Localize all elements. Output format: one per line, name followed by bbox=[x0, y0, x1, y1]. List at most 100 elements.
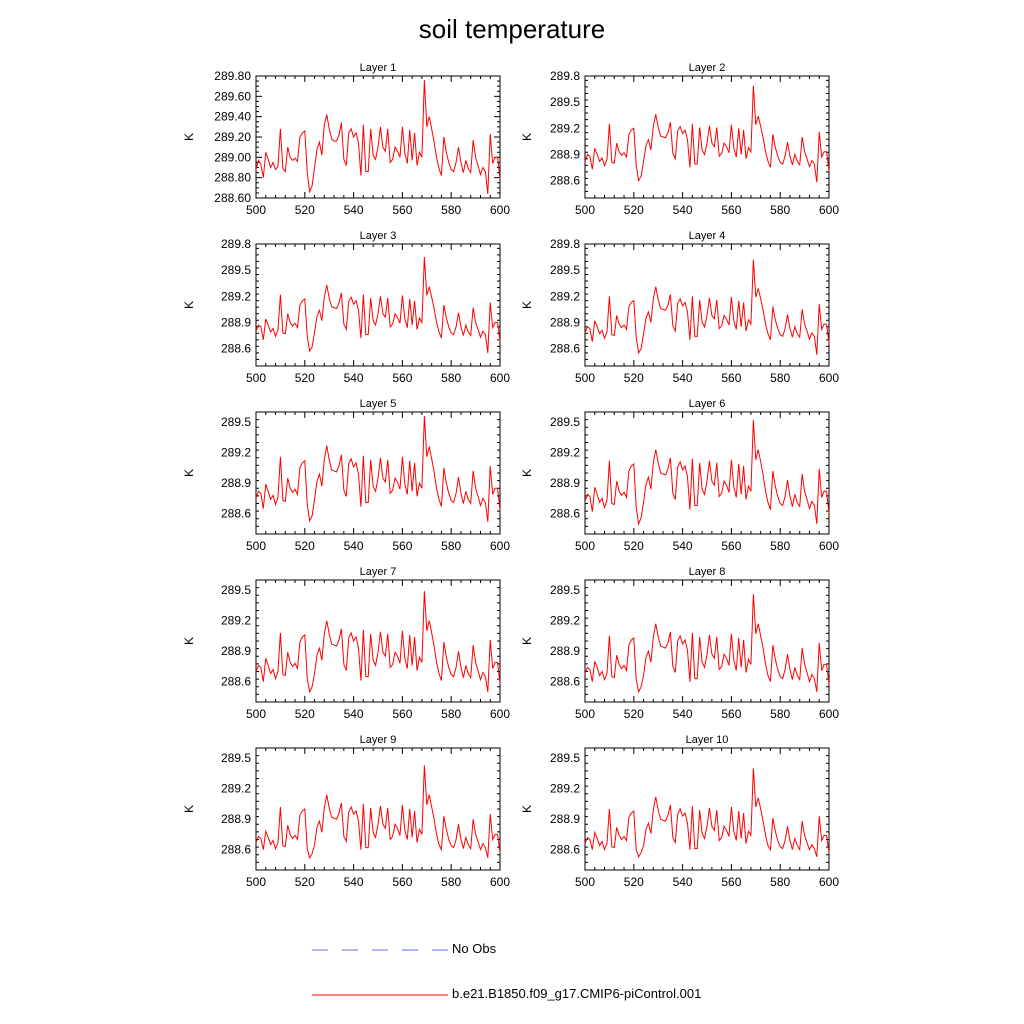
panel-1-y-tick-label: 288.60 bbox=[214, 191, 251, 205]
panel-7-x-tick-label: 560 bbox=[392, 707, 412, 721]
legend-model-label: b.e21.B1850.f09_g17.CMIP6-piControl.001 bbox=[452, 986, 702, 1001]
panel-2-y-tick-label: 288.9 bbox=[550, 147, 580, 161]
panel-10-y-tick-label: 289.5 bbox=[550, 751, 580, 765]
panel-2-frame bbox=[584, 75, 830, 199]
panel-5-y-tick-label: 288.9 bbox=[221, 476, 251, 490]
panel-1-title: Layer 1 bbox=[360, 62, 397, 74]
panel-10-y-tick-label: 289.2 bbox=[550, 782, 580, 796]
panel-1-y-tick-label: 288.80 bbox=[214, 171, 251, 185]
panel-2-title: Layer 2 bbox=[689, 62, 726, 74]
panel-9-y-tick-label: 288.9 bbox=[221, 812, 251, 826]
panel-8-x-tick-label: 540 bbox=[673, 707, 693, 721]
panel-3-x-tick-label: 520 bbox=[295, 371, 315, 385]
panel-3-y-tick-label: 288.9 bbox=[221, 315, 251, 329]
panel-2-x-tick-label: 540 bbox=[673, 203, 693, 217]
panel-3-ylabel: K bbox=[182, 301, 196, 309]
panel-1-frame bbox=[255, 75, 501, 199]
panel-5-y-tick-label: 289.5 bbox=[221, 415, 251, 429]
panel-10-x-tick-label: 600 bbox=[819, 875, 839, 889]
legend-no-obs-label: No Obs bbox=[452, 941, 497, 956]
panel-4-x-tick-label: 500 bbox=[575, 371, 595, 385]
panel-10-frame bbox=[584, 747, 830, 871]
panel-1-x-tick-label: 540 bbox=[344, 203, 364, 217]
panel-8-frame bbox=[584, 579, 830, 703]
panel-4-y-tick-label: 288.9 bbox=[550, 315, 580, 329]
panel-6-series-line bbox=[584, 420, 830, 526]
panel-2-x-tick-label: 520 bbox=[624, 203, 644, 217]
panel-5-x-tick-label: 560 bbox=[392, 539, 412, 553]
panel-3-x-tick-label: 580 bbox=[441, 371, 461, 385]
panel-8-x-tick-label: 580 bbox=[770, 707, 790, 721]
panel-2-ylabel: K bbox=[520, 133, 534, 141]
panel-5-y-tick-label: 289.2 bbox=[221, 446, 251, 460]
panel-10-x-tick-label: 520 bbox=[624, 875, 644, 889]
panel-7-y-tick-label: 288.9 bbox=[221, 644, 251, 658]
panel-2-y-tick-label: 289.2 bbox=[550, 121, 580, 135]
panel-6-ylabel: K bbox=[520, 469, 534, 477]
panel-4-ylabel: K bbox=[520, 301, 534, 309]
panel-10-x-tick-label: 580 bbox=[770, 875, 790, 889]
panel-4-title: Layer 4 bbox=[689, 230, 726, 242]
panel-9-y-tick-label: 289.5 bbox=[221, 751, 251, 765]
panel-6-y-tick-label: 289.2 bbox=[550, 446, 580, 460]
panel-10-y-tick-label: 288.9 bbox=[550, 812, 580, 826]
panel-4-x-tick-label: 560 bbox=[721, 371, 741, 385]
panel-10-y-tick-label: 288.6 bbox=[550, 843, 580, 857]
panel-3-y-tick-label: 289.8 bbox=[221, 237, 251, 251]
panel-4-x-tick-label: 600 bbox=[819, 371, 839, 385]
panel-2-y-tick-label: 289.8 bbox=[550, 69, 580, 83]
panel-6-x-tick-label: 540 bbox=[673, 539, 693, 553]
panel-6-x-tick-label: 500 bbox=[575, 539, 595, 553]
panel-7-ylabel: K bbox=[182, 637, 196, 645]
panel-2-y-tick-label: 289.5 bbox=[550, 95, 580, 109]
panel-10-x-tick-label: 500 bbox=[575, 875, 595, 889]
panel-7-x-tick-label: 540 bbox=[344, 707, 364, 721]
panel-7-x-tick-label: 520 bbox=[295, 707, 315, 721]
panel-9-x-tick-label: 600 bbox=[490, 875, 510, 889]
panel-5-title: Layer 5 bbox=[360, 398, 397, 410]
panel-2-x-tick-label: 600 bbox=[819, 203, 839, 217]
panel-1-series-line bbox=[255, 80, 501, 194]
panel-4-y-tick-label: 288.6 bbox=[550, 342, 580, 356]
panel-6-y-tick-label: 288.6 bbox=[550, 507, 580, 521]
panel-9-x-tick-label: 520 bbox=[295, 875, 315, 889]
panel-4-series-line bbox=[584, 259, 830, 355]
panel-7-x-tick-label: 600 bbox=[490, 707, 510, 721]
panel-4-x-tick-label: 580 bbox=[770, 371, 790, 385]
panel-7-y-tick-label: 288.6 bbox=[221, 675, 251, 689]
panel-3-x-tick-label: 600 bbox=[490, 371, 510, 385]
panel-2-x-tick-label: 580 bbox=[770, 203, 790, 217]
panel-3-x-tick-label: 500 bbox=[246, 371, 266, 385]
panel-1-x-tick-label: 560 bbox=[392, 203, 412, 217]
panel-5-x-tick-label: 540 bbox=[344, 539, 364, 553]
panel-4-y-tick-label: 289.2 bbox=[550, 289, 580, 303]
panel-6-title: Layer 6 bbox=[689, 398, 726, 410]
panel-3-frame bbox=[255, 243, 501, 367]
panel-8-x-tick-label: 600 bbox=[819, 707, 839, 721]
panel-7-x-tick-label: 580 bbox=[441, 707, 461, 721]
panel-10-x-tick-label: 560 bbox=[721, 875, 741, 889]
panel-3-series-line bbox=[255, 257, 501, 353]
panel-8-series-line bbox=[584, 594, 830, 694]
panel-9-x-tick-label: 500 bbox=[246, 875, 266, 889]
panel-1-y-tick-label: 289.20 bbox=[214, 130, 251, 144]
panel-1-y-tick-label: 289.60 bbox=[214, 89, 251, 103]
panel-4-frame bbox=[584, 243, 830, 367]
panel-7-x-tick-label: 500 bbox=[246, 707, 266, 721]
panel-3-title: Layer 3 bbox=[360, 230, 397, 242]
panel-1-y-tick-label: 289.40 bbox=[214, 110, 251, 124]
panel-1-x-tick-label: 520 bbox=[295, 203, 315, 217]
panel-10-series-line bbox=[584, 768, 830, 858]
panel-5-y-tick-label: 288.6 bbox=[221, 507, 251, 521]
panel-2-x-tick-label: 560 bbox=[721, 203, 741, 217]
chart-title: soil temperature bbox=[418, 14, 606, 44]
panel-7-y-tick-label: 289.2 bbox=[221, 614, 251, 628]
panel-6-frame bbox=[584, 411, 830, 535]
panel-3-y-tick-label: 289.5 bbox=[221, 263, 251, 277]
panel-1-y-tick-label: 289.00 bbox=[214, 150, 251, 164]
panel-9-frame bbox=[255, 747, 501, 871]
panel-9-y-tick-label: 288.6 bbox=[221, 843, 251, 857]
panel-6-x-tick-label: 520 bbox=[624, 539, 644, 553]
panel-8-x-tick-label: 560 bbox=[721, 707, 741, 721]
